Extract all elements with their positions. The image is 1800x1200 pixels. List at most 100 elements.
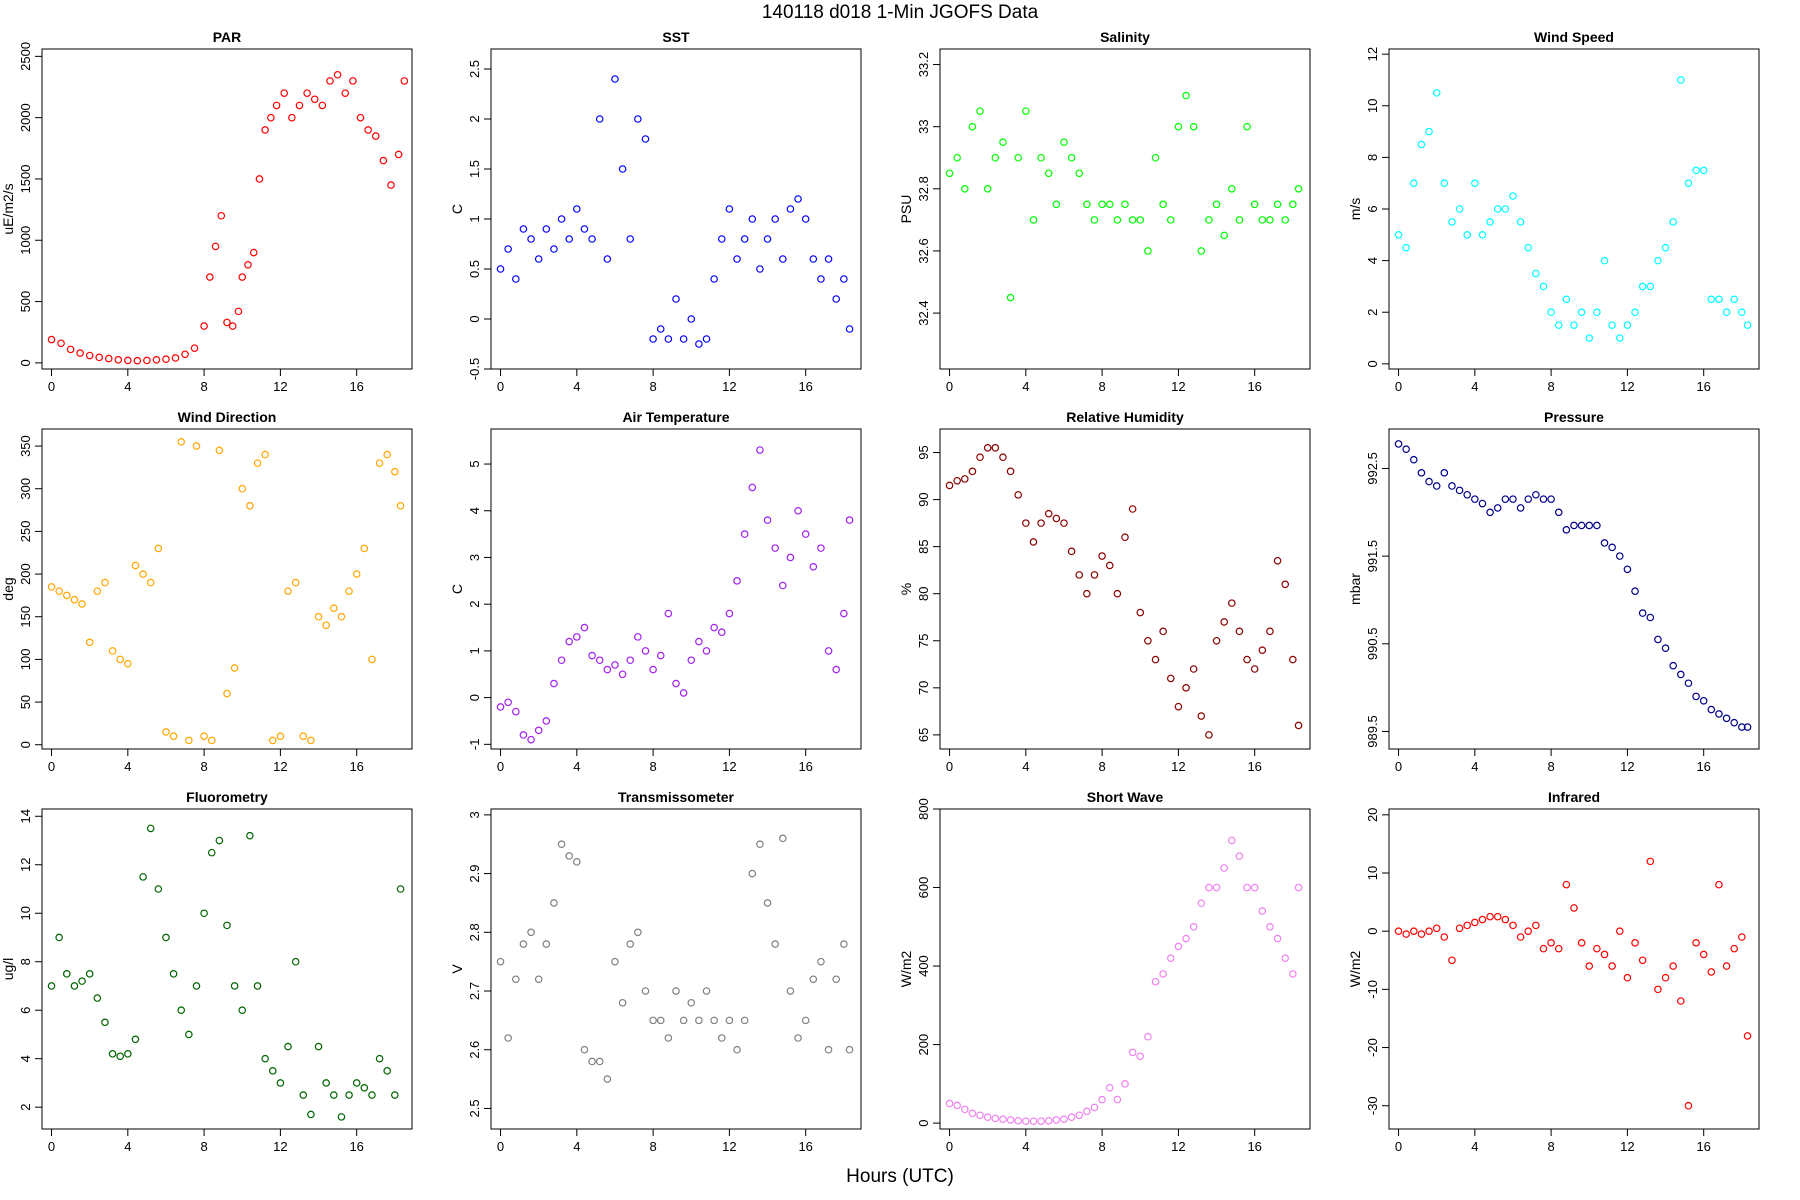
data-point-wind-direction-2	[62, 591, 71, 600]
data-point-sst-33	[748, 215, 757, 223]
data-point-wind-direction-39	[345, 587, 353, 595]
data-point-par-0	[47, 335, 56, 344]
y-axis-label-sst: C	[449, 204, 465, 214]
data-point-transmissometer-13	[595, 1057, 604, 1066]
y-tick-label-transmissometer-3: 3	[467, 811, 482, 818]
x-tick-label-short-wave-4: 4	[1022, 1139, 1029, 1154]
data-point-salinity-7	[999, 138, 1007, 147]
data-point-wind-speed-27	[1600, 256, 1609, 265]
data-point-salinity-45	[1289, 200, 1297, 209]
data-point-wind-direction-3	[70, 595, 79, 604]
y-axis-label-air-temperature: C	[449, 584, 465, 594]
data-point-infrared-11	[1478, 915, 1487, 924]
y-tick-label-infrared-10: 10	[1365, 866, 1380, 880]
data-point-par-32	[295, 101, 304, 110]
y-tick-label-fluorometry-2: 2	[18, 1104, 33, 1111]
data-point-sst-10	[573, 205, 581, 213]
data-point-wind-direction-42	[368, 655, 376, 664]
data-point-short-wave-37	[1228, 836, 1236, 845]
data-point-fluorometry-34	[307, 1110, 315, 1119]
data-point-pressure-20	[1547, 495, 1555, 503]
x-tick-label-pressure-8: 8	[1547, 759, 1554, 774]
y-axis-label-pressure: mbar	[1347, 573, 1363, 605]
data-point-wind-speed-42	[1715, 295, 1723, 304]
y-tick-label-infrared--30: -30	[1365, 1096, 1380, 1115]
y-tick-label-fluorometry-6: 6	[18, 1007, 33, 1014]
y-tick-label-short-wave-600: 600	[916, 877, 931, 899]
data-point-pressure-41	[1707, 705, 1716, 714]
data-point-air-temperature-36	[771, 544, 779, 552]
x-tick-label-short-wave-0: 0	[946, 1139, 953, 1154]
plot-frame-wind-direction	[41, 428, 413, 750]
x-tick-label-fluorometry-0: 0	[48, 1139, 55, 1154]
data-point-relative-humidity-4	[976, 453, 984, 462]
data-point-sst-2	[511, 275, 520, 283]
data-point-salinity-13	[1044, 169, 1053, 178]
data-point-wind-direction-40	[352, 570, 361, 578]
data-point-par-35	[318, 101, 327, 110]
data-point-wind-speed-34	[1654, 256, 1662, 265]
data-point-air-temperature-14	[603, 665, 612, 674]
data-point-short-wave-18	[1083, 1107, 1091, 1116]
y-tick-label-pressure-989.5: 989.5	[1365, 715, 1380, 748]
data-point-short-wave-31	[1182, 934, 1190, 943]
data-point-relative-humidity-46	[1294, 721, 1303, 730]
data-point-infrared-7	[1448, 956, 1456, 965]
data-point-fluorometry-21	[207, 848, 216, 857]
data-point-salinity-36	[1220, 231, 1228, 240]
data-point-pressure-10	[1471, 495, 1479, 503]
plot-frame-wind-speed	[1388, 48, 1760, 370]
data-point-relative-humidity-31	[1182, 684, 1190, 692]
x-tick-label-wind-direction-8: 8	[200, 759, 207, 774]
data-point-transmissometer-29	[717, 1034, 726, 1042]
data-point-pressure-0	[1394, 440, 1403, 448]
y-axis-label-par: uE/m2/s	[0, 183, 16, 234]
data-point-wind-direction-29	[268, 736, 277, 745]
data-point-wind-direction-43	[375, 459, 384, 467]
data-point-pressure-34	[1654, 635, 1662, 644]
x-tick-label-transmissometer-0: 0	[497, 1139, 504, 1154]
data-point-pressure-32	[1638, 609, 1647, 617]
data-point-sst-35	[763, 235, 772, 243]
y-tick-label-air-temperature--1: -1	[467, 739, 482, 751]
data-point-fluorometry-41	[360, 1083, 369, 1092]
data-point-wind-direction-15	[162, 728, 170, 736]
data-point-salinity-29	[1166, 216, 1175, 224]
data-point-relative-humidity-15	[1060, 519, 1068, 527]
data-point-wind-direction-46	[396, 501, 405, 510]
data-point-pressure-21	[1554, 508, 1563, 517]
data-point-wind-speed-5	[1432, 89, 1441, 97]
data-point-short-wave-46	[1294, 883, 1303, 892]
data-point-transmissometer-42	[817, 957, 825, 966]
data-point-sst-21	[656, 325, 665, 333]
x-tick-label-wind-direction-16: 16	[349, 759, 363, 774]
data-point-salinity-43	[1273, 200, 1282, 209]
data-point-pressure-4	[1425, 477, 1433, 486]
panel-title-salinity: Salinity	[1100, 29, 1150, 45]
panel-sst: SST 0 4 8 12 16 -0.5 0 0.5 1 1.5 2 2.5 C	[449, 29, 862, 394]
data-point-sst-16	[618, 165, 627, 173]
data-point-transmissometer-31	[733, 1045, 741, 1054]
page-title: 140118 d018 1-Min JGOFS Data	[761, 2, 1039, 23]
data-point-salinity-19	[1090, 216, 1099, 224]
data-point-infrared-32	[1638, 956, 1647, 965]
data-point-air-temperature-39	[794, 506, 802, 515]
data-point-par-34	[310, 95, 319, 104]
data-point-wind-speed-19	[1539, 282, 1548, 291]
data-point-pressure-38	[1684, 679, 1693, 688]
data-point-relative-humidity-38	[1235, 627, 1244, 636]
data-point-infrared-1	[1402, 930, 1410, 938]
data-point-pressure-37	[1677, 670, 1685, 679]
data-point-transmissometer-35	[763, 899, 772, 907]
x-tick-label-wind-direction-4: 4	[124, 759, 131, 774]
panel-title-infrared: Infrared	[1548, 789, 1600, 805]
panel-title-fluorometry: Fluorometry	[186, 789, 268, 805]
data-point-infrared-27	[1600, 950, 1609, 959]
data-point-air-temperature-30	[725, 609, 734, 618]
y-tick-label-salinity-32.6: 32.6	[916, 238, 931, 263]
data-point-pressure-22	[1562, 526, 1571, 534]
data-point-infrared-37	[1677, 997, 1685, 1005]
x-tick-label-air-temperature-4: 4	[573, 759, 580, 774]
data-point-relative-humidity-20	[1098, 552, 1106, 560]
data-point-par-10	[143, 356, 151, 365]
